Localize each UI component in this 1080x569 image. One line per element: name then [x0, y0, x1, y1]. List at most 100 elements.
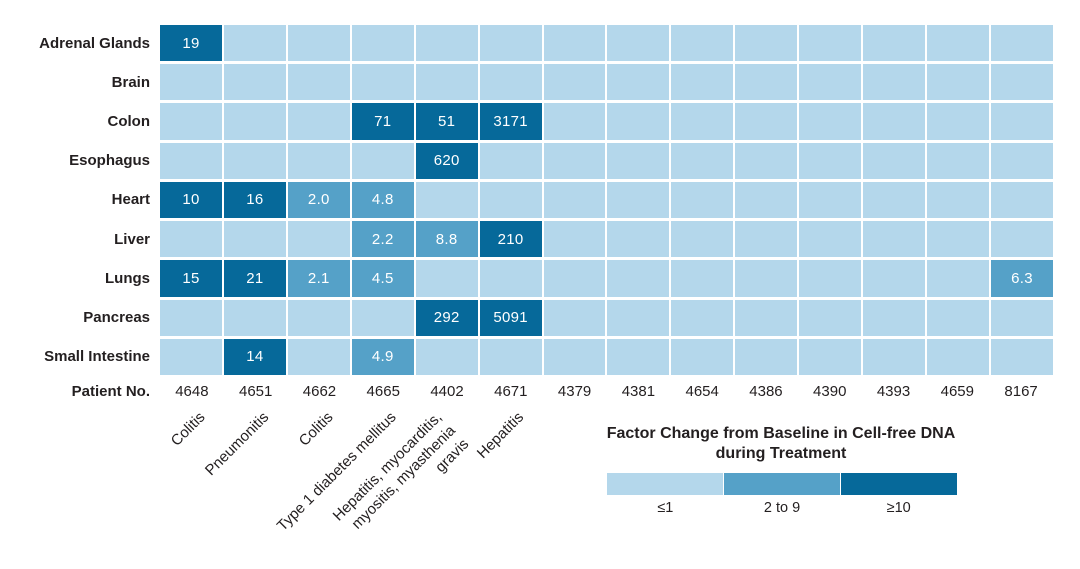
heatmap-cell — [415, 25, 478, 62]
heatmap-cell — [287, 221, 350, 258]
heatmap-cell — [479, 338, 542, 375]
heatmap-cell — [160, 338, 222, 375]
heatmap-cell — [607, 64, 670, 101]
heatmap-cell — [927, 181, 990, 219]
heatmap-cell: 6.3 — [991, 260, 1053, 297]
condition-label-line: Colitis — [167, 408, 209, 450]
organ-row-label: Small Intestine — [44, 348, 150, 366]
heatmap-cell: 51 — [415, 103, 478, 140]
legend-bin-label: ≤1 — [657, 500, 674, 516]
heatmap-cell — [160, 142, 222, 179]
heatmap-cell — [287, 64, 350, 101]
heatmap-cell: 4.5 — [351, 260, 414, 297]
patient-number: 4671 — [494, 383, 528, 400]
heatmap-cell — [479, 25, 542, 62]
heatmap-cell: 2.1 — [287, 260, 350, 297]
patient-number: 4659 — [940, 383, 974, 400]
heatmap-cell — [160, 103, 222, 140]
heatmap-cell — [799, 181, 862, 219]
heatmap-cell — [671, 25, 734, 62]
legend-color-bar — [607, 473, 957, 495]
heatmap-cell — [671, 299, 734, 336]
heatmap-cell — [991, 181, 1053, 219]
heatmap-cell: 15 — [160, 260, 222, 297]
condition-label-line: Hepatitis — [474, 408, 528, 462]
organ-row-label: Lungs — [105, 269, 150, 287]
heatmap-cell — [991, 25, 1053, 62]
heatmap-cell: 2.2 — [351, 221, 414, 258]
heatmap-cell — [607, 260, 670, 297]
heatmap-cell — [671, 142, 734, 179]
condition-label-line: Colitis — [295, 408, 337, 450]
heatmap-cell — [543, 338, 606, 375]
heatmap-cell: 3171 — [479, 103, 542, 140]
heatmap-cell: 210 — [479, 221, 542, 258]
patient-number: 4390 — [813, 383, 847, 400]
heatmap-cell — [543, 25, 606, 62]
heatmap-cell: 2.0 — [287, 181, 350, 219]
heatmap-cell: 10 — [160, 181, 222, 219]
heatmap-cell — [991, 103, 1053, 140]
heatmap-cell — [479, 64, 542, 101]
patient-number: 4648 — [175, 383, 209, 400]
condition-label: Colitis — [167, 408, 209, 450]
heatmap-cell — [799, 64, 862, 101]
heatmap-cell: 16 — [223, 181, 286, 219]
heatmap-cell: 19 — [160, 25, 222, 62]
heatmap-cell — [735, 299, 798, 336]
heatmap-cell: 292 — [415, 299, 478, 336]
heatmap-cell — [799, 221, 862, 258]
heatmap-cell — [671, 260, 734, 297]
heatmap-cell — [863, 25, 926, 62]
heatmap-cell — [863, 64, 926, 101]
heatmap-cell — [543, 142, 606, 179]
heatmap-cell — [543, 181, 606, 219]
heatmap-cell — [479, 260, 542, 297]
heatmap-cell — [991, 142, 1053, 179]
heatmap-cell — [415, 181, 478, 219]
heatmap-cell: 4.9 — [351, 338, 414, 375]
heatmap-cell — [991, 299, 1053, 336]
heatmap-cell — [607, 181, 670, 219]
heatmap-cell — [543, 103, 606, 140]
heatmap-cell — [415, 260, 478, 297]
heatmap-cell — [607, 103, 670, 140]
organ-row-label: Colon — [107, 113, 151, 131]
heatmap-cell — [287, 25, 350, 62]
heatmap-cell — [863, 221, 926, 258]
patient-number: 4651 — [238, 383, 273, 400]
heatmap-cell — [287, 103, 350, 140]
heatmap-cell — [927, 103, 990, 140]
heatmap-cell — [927, 142, 990, 179]
heatmap-cell — [799, 25, 862, 62]
heatmap-cell: 5091 — [479, 299, 542, 336]
legend-bin-labels: ≤1 2 to 9 ≥10 — [607, 495, 957, 516]
legend-bin-label: 2 to 9 — [763, 500, 801, 516]
heatmap-cell — [543, 221, 606, 258]
heatmap-cell — [735, 221, 798, 258]
heatmap-grid: 19 71 51 3171 620 10 16 2.0 4.8 2.2 8.8 210 15 21 2.1 4… — [160, 25, 1053, 375]
heatmap-cell: 8.8 — [415, 221, 478, 258]
heatmap-cell — [351, 64, 414, 101]
patient-number: 4379 — [557, 383, 592, 400]
heatmap-cell — [863, 142, 926, 179]
legend-swatch-high — [841, 473, 957, 495]
patient-number: 4393 — [876, 383, 911, 400]
heatmap-cell — [671, 64, 734, 101]
heatmap-cell — [479, 181, 542, 219]
heatmap-cell — [415, 64, 478, 101]
heatmap-cell — [799, 142, 862, 179]
heatmap-cell — [607, 142, 670, 179]
heatmap-cell — [351, 299, 414, 336]
heatmap-cell — [927, 64, 990, 101]
heatmap-cell — [927, 221, 990, 258]
condition-label-line: Pneumonitis — [202, 408, 273, 480]
heatmap-cell — [223, 25, 286, 62]
heatmap-cell — [160, 64, 222, 101]
patient-number: 4402 — [430, 383, 464, 400]
legend: Factor Change from Baseline in Cell-free… — [571, 424, 991, 516]
heatmap-cell — [351, 25, 414, 62]
heatmap-cell: 71 — [351, 103, 414, 140]
organ-row-label: Liver — [114, 230, 150, 248]
legend-title-line1: Factor Change from Baseline in Cell-free… — [606, 425, 956, 442]
